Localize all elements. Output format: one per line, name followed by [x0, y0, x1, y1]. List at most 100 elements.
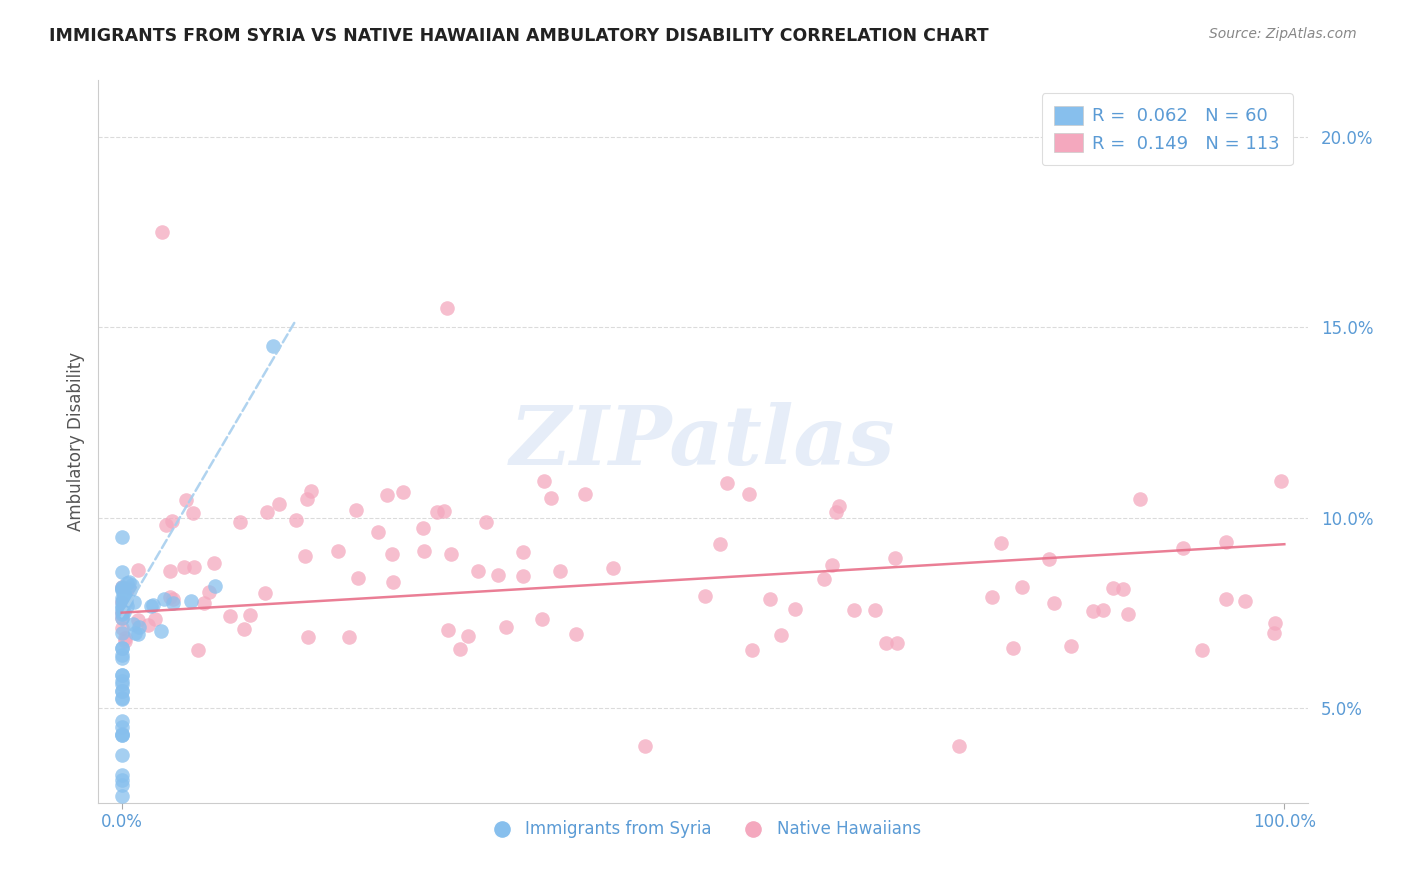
Point	[716, 475, 738, 490]
Point	[111, 582, 134, 597]
Point	[115, 599, 138, 614]
Point	[1091, 603, 1114, 617]
Point	[886, 636, 908, 650]
Point	[118, 575, 141, 590]
Point	[111, 595, 134, 609]
Point	[160, 514, 183, 528]
Point	[193, 595, 215, 609]
Point	[426, 505, 449, 519]
Point	[111, 580, 134, 594]
Point	[204, 579, 226, 593]
Point	[111, 721, 134, 735]
Point	[152, 591, 174, 606]
Point	[228, 515, 250, 529]
Point	[111, 789, 134, 803]
Point	[1215, 535, 1237, 549]
Point	[111, 668, 134, 682]
Point	[111, 683, 134, 698]
Point	[267, 497, 290, 511]
Point	[159, 565, 181, 579]
Text: ZIPatlas: ZIPatlas	[510, 401, 896, 482]
Point	[141, 599, 163, 614]
Point	[1263, 625, 1285, 640]
Point	[948, 739, 970, 753]
Point	[111, 690, 134, 705]
Point	[1270, 474, 1292, 488]
Point	[111, 591, 134, 606]
Y-axis label: Ambulatory Disability: Ambulatory Disability	[66, 352, 84, 531]
Point	[412, 521, 434, 535]
Point	[531, 612, 554, 626]
Point	[118, 581, 141, 595]
Point	[114, 594, 136, 608]
Point	[548, 565, 571, 579]
Point	[233, 622, 256, 636]
Point	[884, 551, 907, 566]
Point	[1129, 491, 1152, 506]
Point	[114, 589, 136, 603]
Text: Source: ZipAtlas.com: Source: ZipAtlas.com	[1209, 27, 1357, 41]
Point	[162, 596, 184, 610]
Point	[162, 592, 184, 607]
Point	[1215, 592, 1237, 607]
Point	[136, 617, 159, 632]
Point	[111, 641, 134, 656]
Point	[111, 648, 134, 663]
Point	[512, 568, 534, 582]
Point	[299, 484, 322, 499]
Point	[111, 683, 134, 698]
Point	[344, 503, 367, 517]
Point	[295, 491, 318, 506]
Point	[181, 506, 204, 520]
Point	[1116, 607, 1139, 621]
Point	[737, 487, 759, 501]
Point	[1011, 580, 1033, 594]
Point	[111, 621, 134, 635]
Point	[127, 613, 149, 627]
Point	[693, 589, 716, 603]
Point	[980, 590, 1002, 604]
Point	[127, 563, 149, 577]
Point	[145, 612, 167, 626]
Point	[111, 728, 134, 742]
Point	[375, 488, 398, 502]
Point	[440, 548, 463, 562]
Point	[821, 558, 844, 572]
Point	[486, 568, 509, 582]
Point	[142, 598, 165, 612]
Point	[111, 595, 134, 609]
Legend: Immigrants from Syria, Native Hawaiians: Immigrants from Syria, Native Hawaiians	[478, 814, 928, 845]
Point	[111, 604, 134, 618]
Point	[457, 629, 479, 643]
Point	[111, 611, 134, 625]
Point	[111, 651, 134, 665]
Point	[112, 591, 135, 606]
Point	[842, 603, 865, 617]
Point	[475, 515, 498, 529]
Point	[533, 475, 555, 489]
Point	[709, 536, 731, 550]
Point	[337, 630, 360, 644]
Point	[114, 588, 136, 602]
Point	[111, 580, 134, 594]
Point	[111, 768, 134, 782]
Point	[769, 628, 792, 642]
Point	[111, 779, 134, 793]
Point	[111, 582, 134, 597]
Point	[111, 668, 134, 682]
Point	[741, 642, 763, 657]
Point	[863, 603, 886, 617]
Point	[785, 602, 807, 616]
Point	[813, 572, 835, 586]
Point	[990, 535, 1012, 549]
Point	[436, 301, 458, 316]
Text: IMMIGRANTS FROM SYRIA VS NATIVE HAWAIIAN AMBULATORY DISABILITY CORRELATION CHART: IMMIGRANTS FROM SYRIA VS NATIVE HAWAIIAN…	[49, 27, 988, 45]
Point	[111, 599, 134, 613]
Point	[111, 641, 134, 656]
Point	[114, 633, 136, 648]
Point	[155, 517, 177, 532]
Point	[111, 674, 134, 689]
Point	[176, 493, 198, 508]
Point	[111, 625, 134, 640]
Point	[128, 620, 150, 634]
